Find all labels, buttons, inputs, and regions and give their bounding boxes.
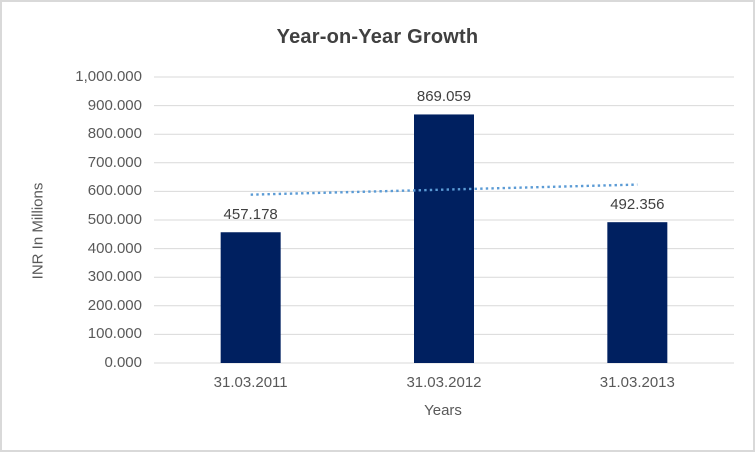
y-axis-tick-label: 900.000 [87, 96, 142, 114]
y-axis-tick-label: 100.000 [87, 325, 142, 343]
y-axis-tick-label: 1,000.000 [75, 68, 142, 85]
x-axis-tick-label: 31.03.2012 [406, 374, 482, 391]
y-axis-tick-label: 300.000 [87, 268, 142, 286]
y-axis-tick-label: 500.000 [87, 211, 142, 228]
chart-title: Year-on-Year Growth [276, 26, 479, 48]
y-axis-tick-label: 800.000 [87, 125, 142, 143]
y-axis-tick-label: 0.000 [104, 354, 142, 371]
y-axis-tick-label: 200.000 [87, 296, 142, 314]
y-axis-tick-label: 600.000 [87, 182, 142, 200]
bar-31.03.2011 [220, 232, 281, 363]
x-axis-tick-label: 31.03.2011 [213, 374, 288, 391]
bar-value-label: 457.178 [223, 206, 278, 224]
y-axis-tick-label: 700.000 [87, 153, 142, 171]
bar-value-label: 492.356 [610, 196, 665, 214]
bar-31.03.2013 [607, 222, 668, 363]
bar-31.03.2012 [414, 114, 474, 363]
y-axis-tick-label: 400.000 [87, 239, 142, 257]
x-axis-tick-label: 31.03.2013 [599, 374, 675, 391]
x-axis-title: Years [424, 402, 462, 419]
bar-value-label: 869.059 [416, 88, 472, 106]
